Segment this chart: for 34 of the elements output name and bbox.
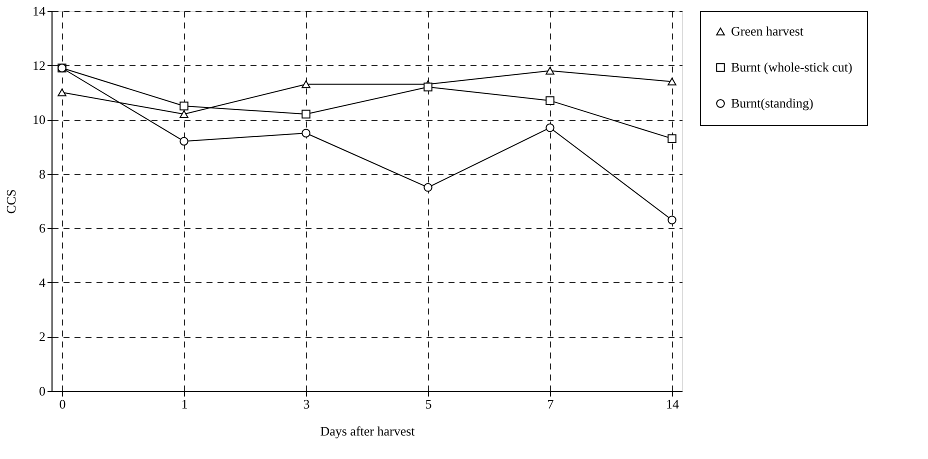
- x-tick-label: 5: [425, 396, 432, 412]
- legend-label: Burnt(standing): [731, 96, 814, 110]
- x-tick-label: 7: [547, 396, 554, 412]
- point: [180, 110, 188, 118]
- point: [424, 82, 432, 92]
- y-tick-label: 6: [39, 220, 46, 236]
- point: [668, 134, 676, 143]
- y-tick-label: 12: [32, 58, 46, 73]
- x-tick-label: 0: [59, 396, 66, 412]
- x-tick-label: 1: [181, 396, 188, 412]
- y-tick-label: 10: [32, 112, 46, 128]
- point: [302, 110, 310, 119]
- point: [302, 80, 310, 88]
- point: [546, 123, 554, 132]
- x-tick-label: 14: [666, 396, 680, 412]
- legend-label: Burnt (whole-stick cut): [731, 60, 852, 74]
- y-tick-label: 0: [39, 384, 46, 398]
- point: [668, 216, 676, 224]
- point: [546, 66, 554, 75]
- legend-label: Green harvest: [731, 24, 804, 38]
- y-tick-label: 2: [39, 329, 46, 344]
- point: [424, 183, 432, 192]
- y-axis-title: CCS: [4, 189, 18, 214]
- point: [302, 128, 310, 138]
- x-tick-label: 3: [303, 396, 310, 412]
- point: [180, 102, 188, 110]
- x-axis-title: Days after harvest: [320, 424, 416, 438]
- point: [180, 136, 188, 146]
- point: [668, 78, 676, 86]
- y-tick-label: 8: [39, 166, 46, 182]
- y-tick-label: 4: [39, 274, 46, 290]
- point: [58, 88, 66, 96]
- y-tick-label: 14: [32, 4, 46, 18]
- point: [546, 96, 554, 105]
